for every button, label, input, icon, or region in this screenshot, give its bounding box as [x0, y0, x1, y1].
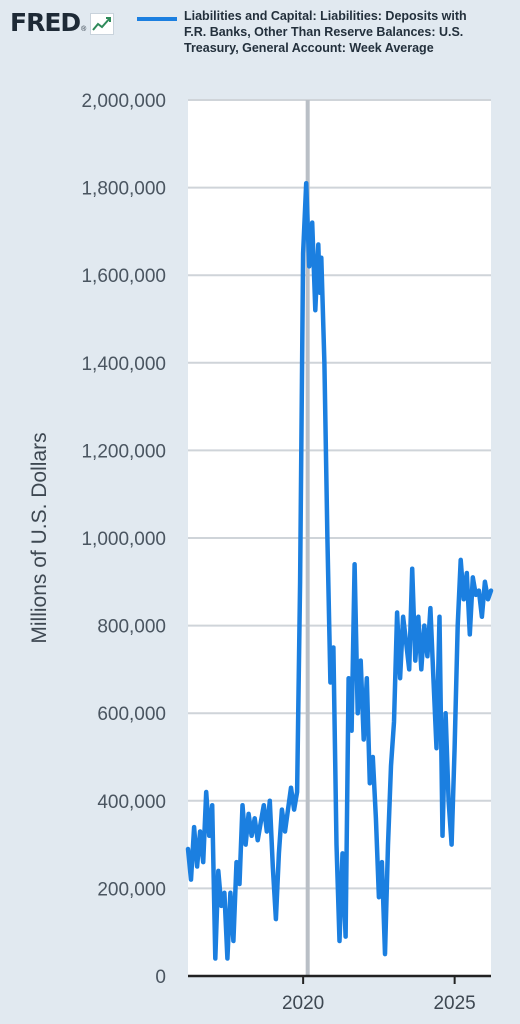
chart-header: FRED ® Liabilities and Capital: Liabilit… — [0, 0, 520, 86]
x-tick-label: 2025 — [433, 993, 475, 1014]
legend-swatch — [137, 17, 177, 21]
y-tick-label: 2,000,000 — [81, 91, 166, 112]
y-tick-label: 200,000 — [97, 879, 166, 900]
x-tick-label: 2020 — [282, 993, 324, 1014]
logo-text: FRED — [10, 8, 81, 37]
y-axis-label: Millions of U.S. Dollars — [28, 432, 51, 643]
x-axis-ticks: 2020 2025 — [282, 976, 476, 1014]
legend-entry[interactable]: Liabilities and Capital: Liabilities: De… — [184, 9, 467, 55]
y-tick-label: 400,000 — [97, 792, 166, 813]
fred-logo[interactable]: FRED ® — [10, 8, 115, 37]
y-tick-label: 1,000,000 — [81, 529, 166, 550]
y-tick-label: 1,200,000 — [81, 441, 166, 462]
y-tick-label: 1,600,000 — [81, 266, 166, 287]
y-axis-ticks: 0 200,000 400,000 600,000 800,000 1,000,000 1,… — [81, 91, 166, 988]
y-tick-label: 1,800,000 — [81, 179, 166, 200]
series-line[interactable] — [185, 180, 494, 961]
y-tick-label: 1,400,000 — [81, 354, 166, 375]
registered-mark: ® — [81, 26, 87, 33]
y-tick-label: 800,000 — [97, 617, 166, 638]
gridlines — [188, 99, 491, 890]
y-tick-label: 600,000 — [97, 704, 166, 725]
trend-chart-icon — [90, 12, 115, 35]
y-tick-label: 0 — [155, 967, 166, 988]
